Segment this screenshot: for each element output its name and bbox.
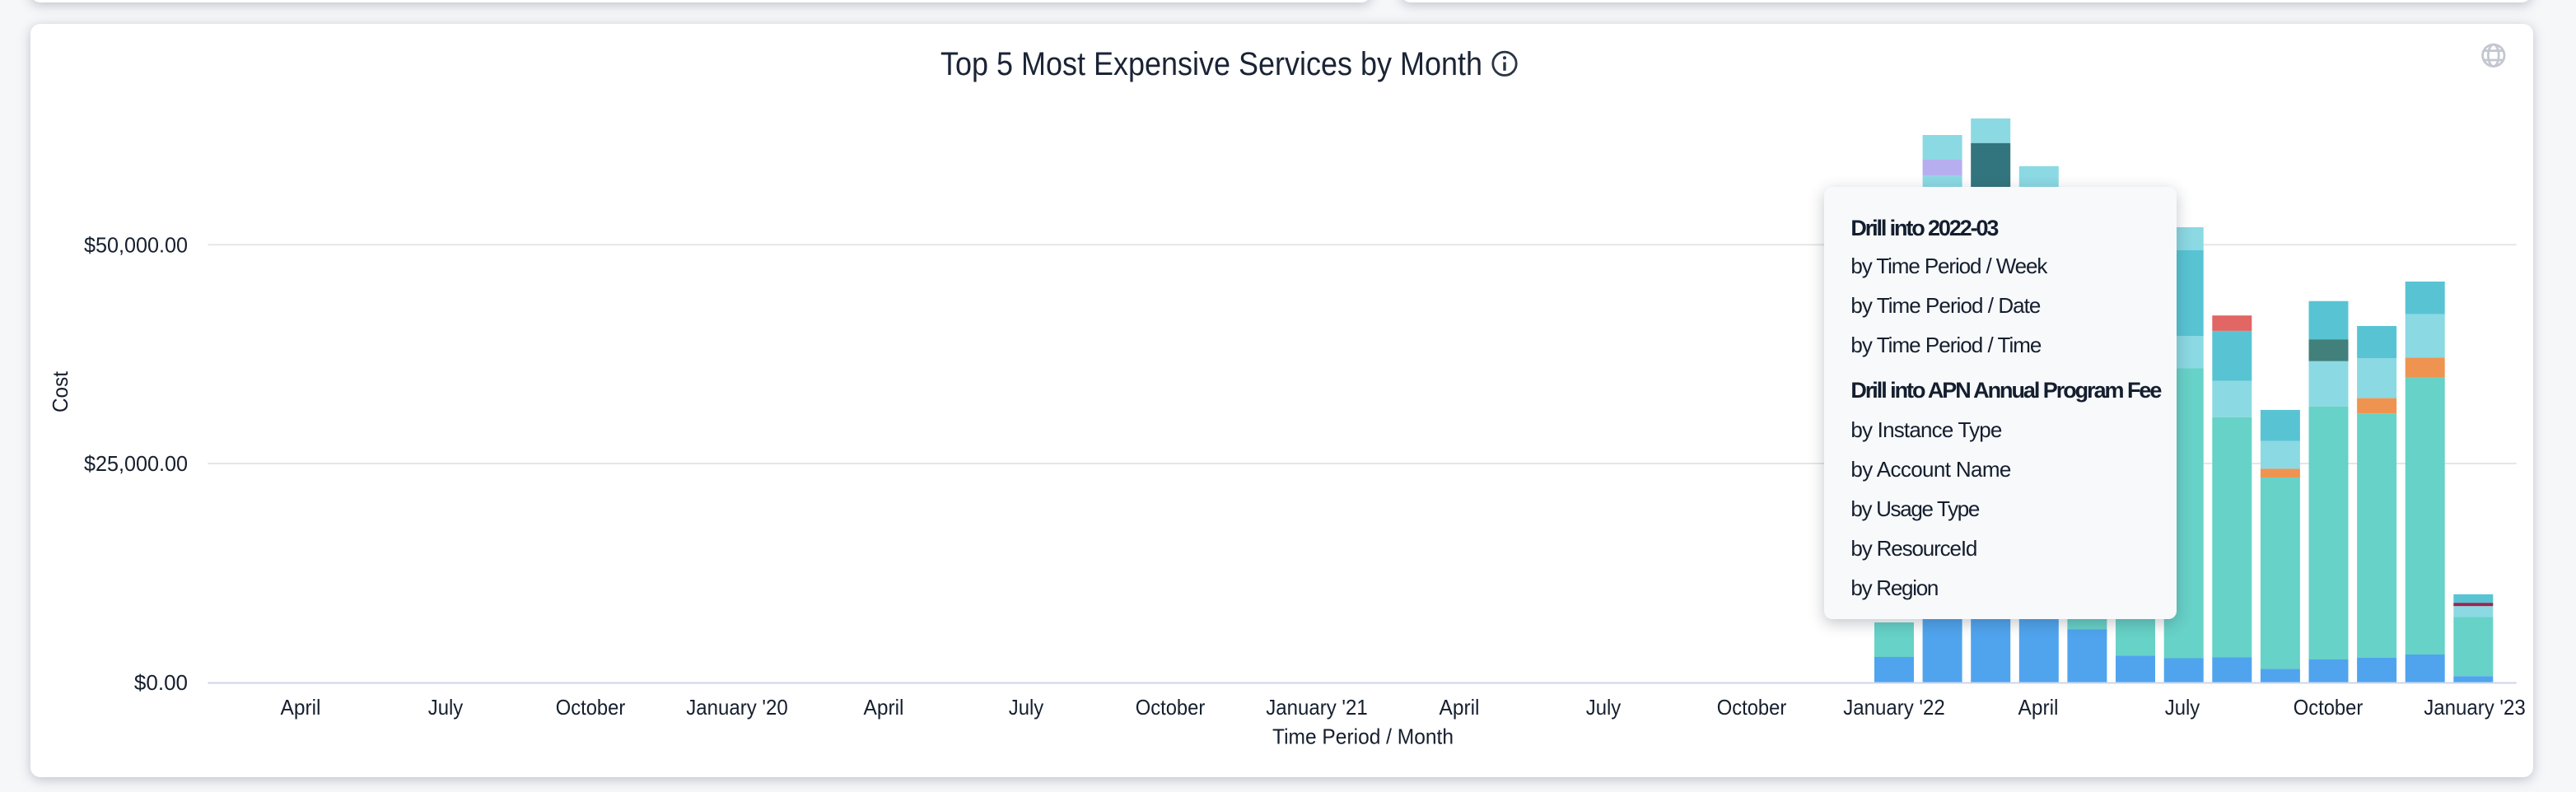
- svg-text:Top 5 Most Expensive Services: Top 5 Most Expensive Services by Month: [940, 46, 1482, 82]
- svg-text:July: July: [428, 695, 464, 720]
- svg-text:by ResourceId: by ResourceId: [1850, 536, 1977, 561]
- svg-text:April: April: [864, 695, 904, 720]
- svg-text:October: October: [1717, 695, 1787, 720]
- svg-text:January '23: January '23: [2424, 695, 2526, 720]
- svg-text:Drill into 2022-03: Drill into 2022-03: [1850, 216, 1999, 240]
- svg-text:by Usage Type: by Usage Type: [1850, 496, 1980, 521]
- svg-text:Drill into APN Annual Program: Drill into APN Annual Program Fee: [1850, 378, 2162, 403]
- svg-text:by Region: by Region: [1850, 575, 1939, 600]
- svg-text:October: October: [1136, 695, 1206, 720]
- svg-text:by Time Period / Time: by Time Period / Time: [1850, 333, 2042, 357]
- svg-text:July: July: [1009, 695, 1044, 720]
- svg-text:January '20: January '20: [686, 695, 788, 720]
- svg-text:October: October: [2294, 695, 2364, 720]
- svg-text:January '21: January '21: [1266, 695, 1368, 720]
- svg-text:by Time Period / Week: by Time Period / Week: [1850, 254, 2048, 278]
- svg-text:by Time Period / Date: by Time Period / Date: [1850, 293, 2041, 318]
- svg-text:by Instance Type: by Instance Type: [1850, 417, 2002, 442]
- svg-text:$50,000.00: $50,000.00: [84, 233, 188, 258]
- svg-text:April: April: [281, 695, 321, 720]
- svg-text:April: April: [1440, 695, 1480, 720]
- svg-text:$0.00: $0.00: [134, 670, 188, 695]
- svg-text:by Account Name: by Account Name: [1850, 457, 2011, 482]
- svg-text:October: October: [556, 695, 626, 720]
- svg-text:January '22: January '22: [1843, 695, 1945, 720]
- svg-text:Cost: Cost: [48, 370, 72, 412]
- svg-text:July: July: [2165, 695, 2200, 720]
- svg-text:$25,000.00: $25,000.00: [84, 451, 188, 476]
- svg-text:April: April: [2018, 695, 2059, 720]
- svg-text:July: July: [1586, 695, 1622, 720]
- svg-text:Time Period / Month: Time Period / Month: [1272, 724, 1454, 749]
